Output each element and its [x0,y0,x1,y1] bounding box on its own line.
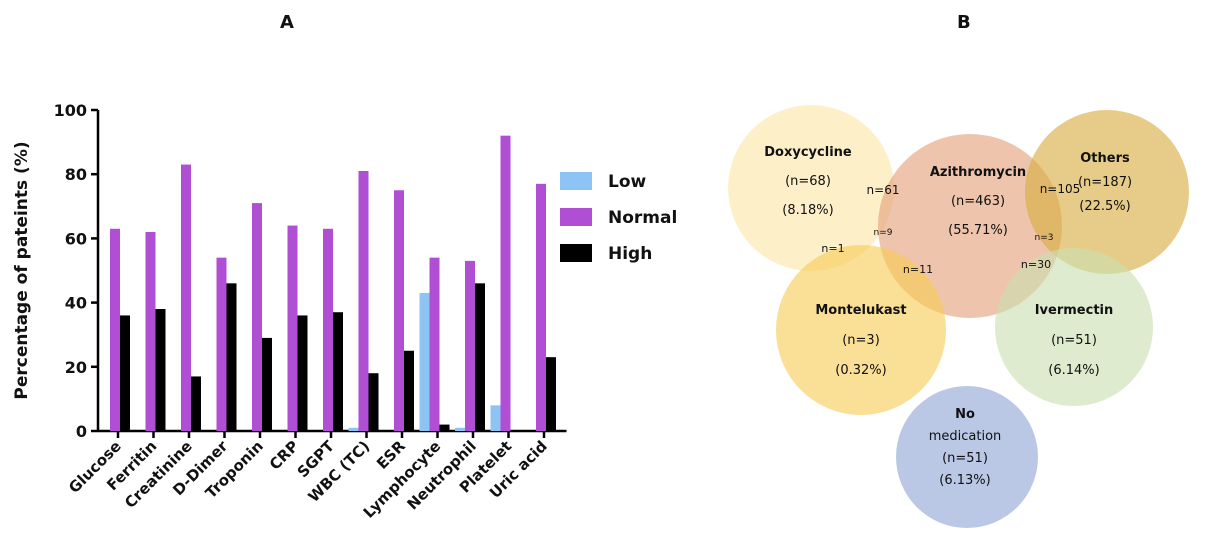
bar-normal-uric-acid [536,183,546,431]
bar-high-wbc-tc- [368,373,379,431]
legend-swatch-high [560,244,592,262]
legend-label-low: Low [608,172,647,192]
y-tick-label: 100 [54,101,87,120]
bar-normal-neutrophil [465,260,475,431]
y-tick-label: 60 [65,229,87,248]
bar-low-platelet [490,405,501,431]
bar-low-neutrophil [455,427,465,431]
legend-swatch-low [560,172,592,190]
bar-high-neutrophil [475,283,485,431]
bar-high-troponin [262,337,272,431]
bar-high-glucose [120,315,130,431]
bar-high-ferritin [155,309,166,431]
bar-normal-troponin [252,203,262,431]
bar-normal-sgpt [323,228,333,431]
bar-normal-esr [394,190,404,431]
bar-normal-glucose [110,228,120,431]
bar-normal-platelet [500,135,511,431]
bar-high-lymphocyte [439,424,450,431]
bar-high-d-dimer [226,283,237,431]
bar-high-sgpt [333,312,343,431]
y-tick-label: 80 [65,165,87,184]
legend-label-high: High [608,244,652,264]
bar-low-wbc-tc- [348,427,359,431]
y-tick-label: 0 [76,422,87,441]
bar-high-uric-acid [546,357,556,431]
bar-normal-wbc-tc- [358,170,369,432]
panel-b-label: B [957,12,971,33]
bar-low-lymphocyte [419,292,430,431]
bar-normal-crp [287,225,298,431]
bar-high-creatinine [191,376,201,431]
bar-normal-lymphocyte [429,257,440,431]
panel-a-label: A [280,12,294,33]
y-tick-label: 20 [65,358,87,377]
bar-normal-d-dimer [216,257,227,431]
bar-high-crp [297,315,308,431]
y-axis-label: Percentage of pateints (%) [12,141,32,399]
legend-label-normal: Normal [608,208,677,228]
bar-normal-creatinine [181,164,191,431]
y-tick-label: 40 [65,294,87,313]
bar-high-esr [404,350,414,431]
bar-normal-ferritin [145,231,156,431]
legend-swatch-normal [560,208,592,226]
